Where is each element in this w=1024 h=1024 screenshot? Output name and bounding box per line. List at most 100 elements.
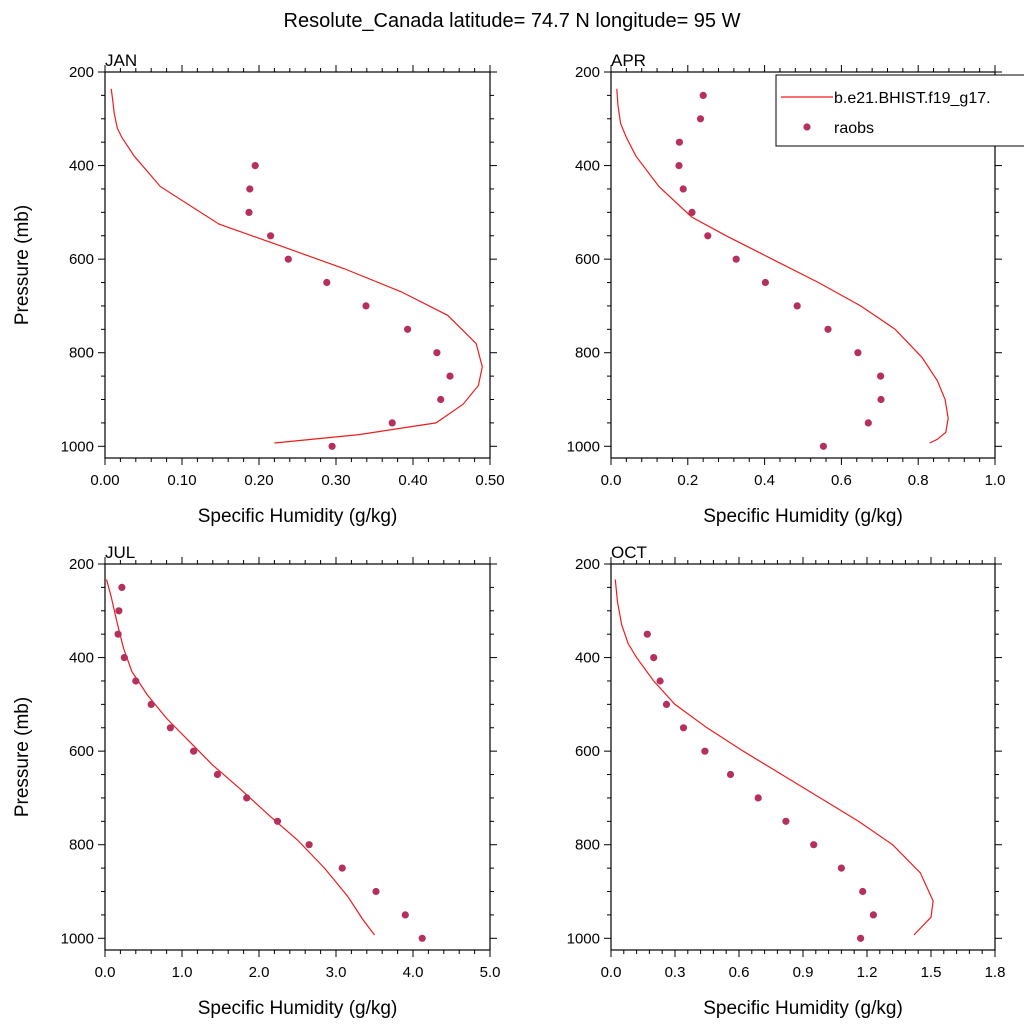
panel-apr: APR 0.0 0.2 0.4 0.6 0.8 1.0 200 400 600 800 1000 Spe… <box>567 51 1006 527</box>
model-profile-line <box>105 579 375 936</box>
x-tick-label: 0.20 <box>244 472 273 489</box>
raobs-point <box>782 817 790 825</box>
x-tick-label: 0.6 <box>831 472 852 489</box>
y-tick-label: 1000 <box>567 930 600 947</box>
y-tick-label: 600 <box>575 743 600 760</box>
raobs-point <box>418 934 426 942</box>
y-axis-label: Pressure (mb) <box>12 697 33 817</box>
y-tick-label: 200 <box>575 556 600 573</box>
y-tick-label: 800 <box>575 345 600 362</box>
model-profile-line <box>616 88 949 444</box>
raobs-point <box>675 138 684 146</box>
x-axis-label: Specific Humidity (g/kg) <box>703 506 903 527</box>
y-tick-label: 400 <box>69 650 94 667</box>
x-tick-label: 2.0 <box>249 964 270 981</box>
x-axis-label: Specific Humidity (g/kg) <box>198 998 398 1019</box>
legend-box <box>775 74 1024 147</box>
raobs-point <box>643 630 651 638</box>
raobs-point <box>854 349 862 357</box>
plot-frame <box>104 563 491 951</box>
y-tick-label: 600 <box>69 743 94 760</box>
legend-marker-swatch <box>803 123 811 131</box>
x-tick-label: 0.3 <box>665 964 686 981</box>
plot-frame <box>610 71 996 459</box>
x-tick-label: 0.30 <box>321 472 350 489</box>
raobs-point <box>446 372 454 380</box>
x-tick-label: 0.8 <box>908 472 929 489</box>
raobs-point <box>662 700 671 709</box>
y-tick-label: 600 <box>69 251 94 268</box>
y-tick-label: 800 <box>575 837 600 854</box>
panels-group: JAN 0.00 0.10 0.20 0.30 0.40 0.50 200 400 600 800 1… <box>12 51 1024 1019</box>
model-profile-line <box>614 579 934 936</box>
raobs-point <box>675 162 683 170</box>
raobs-point <box>362 302 370 310</box>
raobs-point <box>793 302 801 310</box>
x-tick-label: 3.0 <box>326 964 347 981</box>
panel-title: JUL <box>105 543 135 562</box>
panel-oct: OCT 0.0 0.3 0.6 0.9 1.2 1.5 1.8 200 400 600 800 1000… <box>567 543 1006 1019</box>
y-tick-label: 200 <box>575 64 600 81</box>
x-tick-label: 0.0 <box>601 472 622 489</box>
y-tick-label: 1000 <box>567 438 600 455</box>
x-tick-label: 0.6 <box>729 964 750 981</box>
raobs-point <box>810 841 818 849</box>
raobs-point <box>132 677 140 685</box>
raobs-point <box>650 654 658 662</box>
x-axis-label: Specific Humidity (g/kg) <box>198 506 398 527</box>
raobs-point <box>388 419 396 427</box>
raobs-point <box>305 841 313 849</box>
raobs-point <box>213 770 221 779</box>
y-tick-label: 600 <box>575 251 600 268</box>
y-tick-label: 800 <box>69 837 94 854</box>
y-tick-label: 1000 <box>61 438 94 455</box>
y-tick-label: 200 <box>69 64 94 81</box>
raobs-point <box>754 794 762 802</box>
raobs-point <box>166 724 174 732</box>
figure-title: Resolute_Canada latitude= 74.7 N longitu… <box>284 10 741 32</box>
raobs-point <box>120 654 128 662</box>
raobs-point <box>877 395 885 404</box>
raobs-point <box>869 911 878 919</box>
panel-title: APR <box>611 51 646 70</box>
raobs-point <box>323 278 331 287</box>
x-tick-label: 0.0 <box>601 964 622 981</box>
y-tick-label: 800 <box>69 345 94 362</box>
x-tick-label: 5.0 <box>480 964 501 981</box>
raobs-point <box>401 911 409 919</box>
raobs-point <box>114 630 122 638</box>
raobs-point <box>696 115 705 123</box>
x-tick-label: 0.40 <box>398 472 427 489</box>
raobs-point <box>437 395 445 404</box>
x-tick-label: 1.2 <box>857 964 878 981</box>
y-axis-label: Pressure (mb) <box>12 205 33 325</box>
x-tick-label: 0.9 <box>793 964 814 981</box>
raobs-point <box>688 208 696 216</box>
raobs-point <box>656 677 664 685</box>
raobs-point <box>246 185 254 193</box>
x-tick-label: 4.0 <box>403 964 424 981</box>
raobs-point <box>679 185 687 193</box>
raobs-point <box>190 747 198 755</box>
plot-frame <box>104 71 491 459</box>
legend-label-raobs: raobs <box>834 120 874 137</box>
panel-jan: JAN 0.00 0.10 0.20 0.30 0.40 0.50 200 400 600 800 1… <box>12 51 505 527</box>
x-tick-label: 0.10 <box>167 472 196 489</box>
raobs-point <box>433 349 441 357</box>
raobs-point <box>726 770 735 779</box>
raobs-point <box>859 887 867 896</box>
panel-title: OCT <box>611 543 647 562</box>
y-tick-label: 1000 <box>61 930 94 947</box>
x-tick-label: 1.8 <box>985 964 1006 981</box>
raobs-point <box>245 208 253 216</box>
x-tick-label: 1.0 <box>172 964 193 981</box>
x-tick-label: 1.5 <box>921 964 942 981</box>
raobs-point <box>699 91 707 99</box>
raobs-point <box>404 325 412 333</box>
legend: b.e21.BHIST.f19_g17.raobs <box>775 74 1024 147</box>
plot-frame <box>610 563 996 951</box>
raobs-point <box>857 934 865 942</box>
raobs-point <box>877 372 885 380</box>
raobs-point <box>284 255 292 263</box>
